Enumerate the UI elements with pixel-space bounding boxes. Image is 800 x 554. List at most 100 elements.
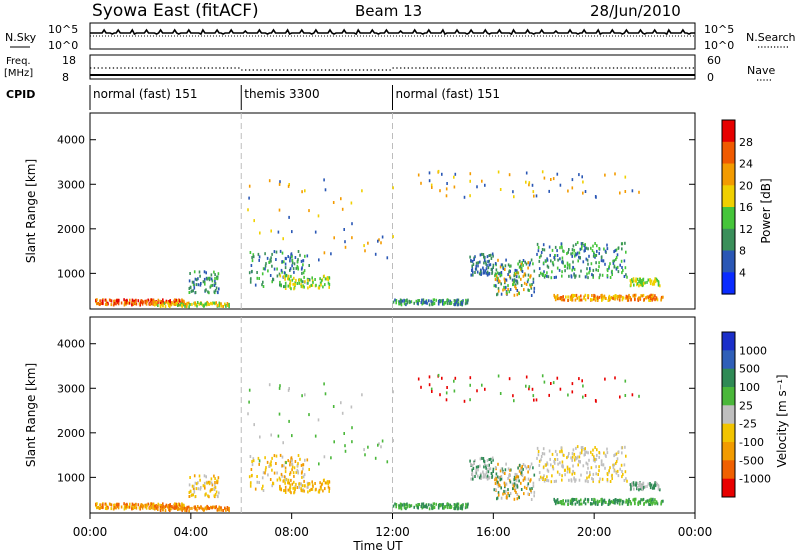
scatter-cell — [144, 301, 147, 305]
scatter-cell — [578, 255, 580, 259]
scatter-cell — [493, 284, 496, 288]
scatter-cell — [106, 303, 108, 307]
scatter-cell — [537, 246, 540, 249]
scatter-cell — [619, 467, 621, 471]
scatter-cell — [543, 248, 546, 252]
scatter-cell — [606, 478, 609, 481]
colorbar-segment — [722, 350, 735, 370]
scatter-cell — [542, 447, 545, 451]
scatter-cell — [606, 243, 608, 247]
velocity-colorbar-label: Velocity [m s⁻¹] — [775, 374, 789, 467]
scatter-cell — [545, 463, 547, 467]
scatter-cell — [210, 477, 213, 481]
scatter-cell — [215, 301, 217, 305]
scatter-cell — [319, 277, 321, 281]
scatter-cell — [164, 301, 167, 305]
scatter-cell — [584, 298, 587, 302]
scatter-cell — [479, 270, 482, 274]
scatter-cell — [294, 256, 297, 259]
scatter-cell — [262, 285, 265, 288]
scatter-cell — [428, 303, 431, 307]
scatter-cell — [594, 446, 596, 449]
scatter-cell — [252, 459, 255, 463]
scatter-cell — [445, 391, 448, 395]
scatter-cell — [460, 505, 463, 508]
scatter-cell — [311, 487, 314, 491]
scatter-cell — [651, 282, 654, 286]
scatter-cell — [341, 411, 344, 415]
scatter-cell — [469, 376, 472, 380]
scatter-cell — [631, 189, 634, 193]
colorbar-frame — [721, 119, 736, 295]
scatter-cell — [617, 246, 620, 250]
scatter-cell — [514, 489, 516, 493]
scatter-cell — [526, 484, 529, 488]
scatter-cell — [289, 259, 291, 263]
scatter-cell — [604, 377, 606, 381]
scatter-cell — [113, 506, 116, 510]
scatter-cell — [593, 253, 596, 257]
scatter-cell — [173, 506, 176, 510]
noise-tick-left-bottom: 10^0 — [48, 39, 78, 52]
scatter-cell — [513, 271, 516, 275]
scatter-cell — [268, 260, 270, 264]
scatter-cell — [564, 269, 566, 273]
scatter-cell — [200, 282, 202, 285]
scatter-cell — [570, 498, 573, 502]
frequency-panel-frame — [89, 54, 696, 80]
scatter-cell — [228, 305, 230, 309]
scatter-cell — [328, 285, 330, 289]
scatter-cell — [292, 282, 294, 286]
scatter-cell — [647, 278, 650, 282]
scatter-cell — [285, 273, 288, 277]
scatter-cell — [580, 298, 583, 302]
scatter-cell — [634, 502, 636, 506]
scatter-cell — [288, 387, 290, 390]
scatter-cell — [278, 272, 281, 276]
scatter-cell — [96, 502, 98, 506]
scatter-cell — [571, 248, 574, 252]
scatter-cell — [627, 500, 630, 504]
scatter-cell — [262, 471, 265, 475]
scatter-cell — [504, 279, 506, 283]
scatter-cell — [264, 267, 266, 271]
scatter-cell — [264, 252, 266, 256]
scatter-cell — [344, 245, 347, 249]
scatter-cell — [639, 487, 642, 491]
scatter-cell — [495, 478, 498, 482]
scatter-cell — [625, 477, 627, 481]
scatter-cell — [162, 504, 164, 508]
scatter-cell — [578, 502, 581, 506]
scatter-cell — [131, 301, 133, 305]
scatter-cell — [301, 285, 304, 289]
scatter-cell — [636, 487, 638, 491]
scatter-cell — [381, 439, 384, 443]
scatter-cell — [543, 275, 546, 279]
scatter-cell — [304, 189, 306, 193]
scatter-cell — [471, 463, 474, 467]
scatter-cell — [613, 469, 616, 473]
colorbar-tick-label: 100 — [739, 381, 760, 394]
scatter-cell — [613, 250, 615, 254]
scatter-cell — [515, 275, 518, 279]
scatter-cell — [110, 303, 113, 307]
scatter-cell — [149, 303, 151, 306]
scatter-cell — [284, 485, 287, 489]
velocity-panel-frame — [89, 316, 696, 514]
scatter-cell — [497, 374, 500, 378]
scatter-cell — [524, 273, 527, 277]
scatter-cell — [199, 478, 201, 482]
scatter-cell — [442, 299, 444, 303]
scatter-cell — [506, 495, 508, 499]
scatter-cell — [394, 298, 396, 302]
scatter-cell — [258, 481, 260, 484]
scatter-cell — [425, 300, 427, 304]
scatter-cell — [556, 376, 559, 380]
scatter-cell — [153, 507, 156, 511]
noise-trace — [90, 28, 695, 37]
scatter-cell — [459, 300, 462, 304]
x-tick-label: 04:00 — [174, 525, 209, 539]
scatter-cell — [593, 293, 595, 297]
y-tick-label: 3000 — [57, 382, 85, 395]
scatter-cell — [612, 500, 614, 504]
